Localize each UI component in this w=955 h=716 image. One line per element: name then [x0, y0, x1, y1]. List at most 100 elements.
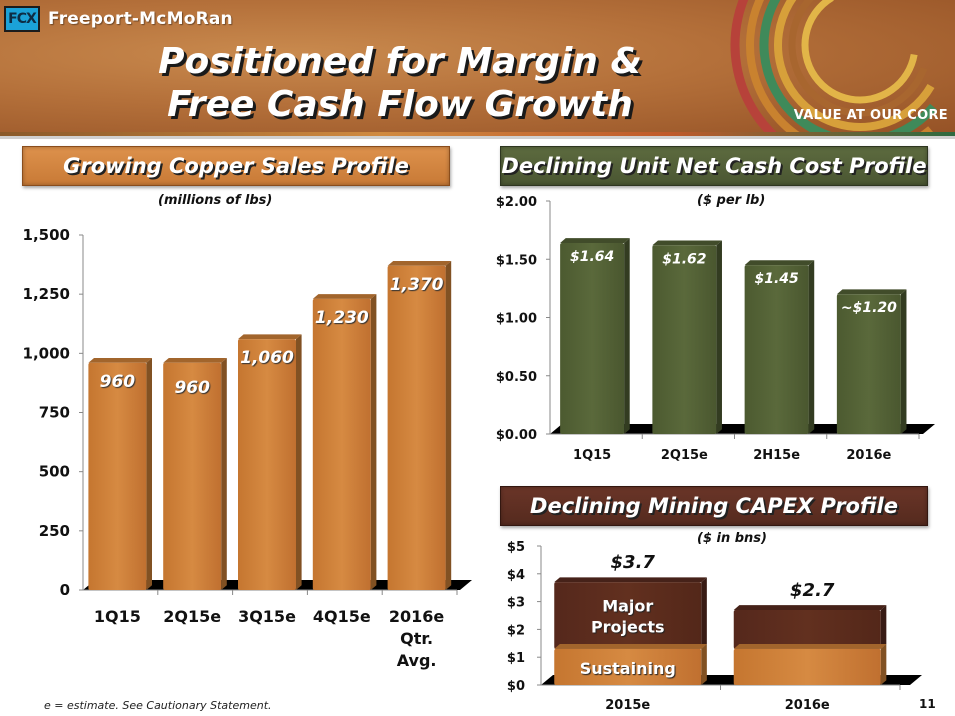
cost-bar-data-label: ~$1.20 [841, 300, 897, 316]
copper-bar-top [387, 260, 452, 266]
cost-bar-top [836, 289, 907, 295]
capex-segment-major-projects-top [554, 577, 707, 583]
cost-bar-side [716, 240, 722, 434]
cost-bar-top [560, 238, 630, 243]
y-tick-label: 500 [39, 463, 70, 481]
x-tick-label: 2H15e [753, 448, 800, 463]
series-label-sustaining: Sustaining [580, 659, 676, 678]
x-tick-label: 4Q15e [313, 607, 371, 626]
cost-bar [560, 242, 625, 434]
capex-total-label: $2.7 [790, 580, 835, 601]
unit-cost-chart: $0.00 $0.50 $1.00 $1.50 $2.00 $1.64 1Q15 $1.62 2… [496, 195, 935, 463]
company-logo: FCX Freeport-McMoRan [4, 6, 233, 32]
cost-bar-data-label: $1.45 [754, 271, 799, 287]
cost-bar [744, 265, 809, 434]
copper-bar-side [221, 358, 227, 590]
cost-bar [652, 245, 717, 434]
capex-segment-sustaining-side [701, 644, 707, 685]
capex-segment-sustaining-top [733, 644, 887, 649]
y-tick-label: $0 [507, 679, 525, 694]
cost-bar-data-label: $1.64 [570, 249, 614, 265]
x-tick-label: 2016e [785, 698, 830, 713]
y-tick-label: 0 [60, 581, 70, 599]
cost-bar-data-label: $1.62 [662, 251, 706, 267]
y-tick-label: $3 [507, 596, 525, 611]
copper-bar-side [296, 334, 302, 590]
unit-cost-panel-title: Declining Unit Net Cash Cost Profile [500, 146, 928, 186]
x-tick-label: Qtr. [400, 629, 433, 648]
y-tick-label: $5 [507, 540, 525, 555]
copper-bar-data-label: 960 [174, 378, 210, 398]
cost-bar-side [624, 238, 630, 434]
slide-title: Positioned for Margin & Free Cash Flow G… [150, 40, 650, 126]
cost-bar-top [652, 240, 722, 246]
x-tick-label: 2Q15e [661, 448, 708, 463]
x-tick-label: Avg. [397, 651, 437, 670]
copper-bar-side [146, 358, 152, 590]
series-label-major-projects: Projects [591, 618, 665, 637]
y-tick-label: 1,500 [23, 226, 70, 244]
copper-bar [312, 298, 371, 590]
slide-title-line-1: Positioned for Margin & [158, 41, 642, 82]
copper-bar [238, 339, 296, 590]
copper-bar-side [445, 260, 452, 590]
y-tick-label: $1.00 [496, 312, 537, 327]
tagline: VALUE AT OUR CORE [793, 108, 948, 123]
logo-mark-icon: FCX [4, 6, 40, 32]
copper-bar-top [163, 358, 227, 363]
y-tick-label: $2.00 [496, 195, 537, 210]
x-tick-label: 1Q15 [94, 607, 141, 626]
slide-title-line-2: Free Cash Flow Growth [167, 84, 633, 125]
y-tick-label: $1 [507, 651, 525, 666]
cost-bar [836, 294, 901, 434]
x-tick-label: 2015e [605, 698, 650, 713]
capex-panel-title: Declining Mining CAPEX Profile [500, 486, 928, 526]
copper-sales-panel-title: Growing Copper Sales Profile [22, 146, 450, 186]
company-name: Freeport-McMoRan [48, 9, 233, 29]
x-tick-label: 2016e [389, 607, 445, 626]
unit-cost-units: ($ per lb) [697, 193, 766, 208]
series-label-major-projects: Major [602, 597, 653, 616]
header-divider-shadow [0, 136, 955, 139]
y-tick-label: $2 [507, 623, 525, 638]
capex-segment-major-projects-side [701, 577, 707, 649]
copper-bar-top [238, 334, 302, 340]
copper-bar-side [370, 294, 377, 590]
header-divider [0, 132, 955, 136]
capex-segment-sustaining [733, 648, 881, 685]
capex-segment-major-projects [554, 582, 702, 649]
capex-units: ($ in bns) [697, 531, 767, 546]
capex-segment-sustaining [554, 648, 702, 685]
y-tick-label: $0.00 [496, 428, 537, 443]
x-tick-label: 3Q15e [238, 607, 296, 626]
capex-segment-major-projects [733, 609, 881, 649]
cost-bar-side [900, 289, 907, 434]
y-tick-label: 750 [39, 404, 70, 422]
x-tick-label: 2016e [846, 448, 891, 463]
x-tick-label: 1Q15 [573, 448, 611, 463]
copper-bar-data-label: 1,060 [240, 348, 294, 368]
cost-bar-top [744, 260, 815, 266]
capex-segment-sustaining-side [880, 644, 887, 685]
copper-sales-chart: 0 250 500 750 1,000 1,250 1,500 960 1Q15 960 2Q15e… [23, 226, 472, 670]
y-tick-label: 1,250 [23, 285, 70, 303]
cost-bar-side [808, 260, 815, 434]
copper-bar [163, 362, 222, 590]
capex-total-label: $3.7 [611, 552, 656, 573]
copper-sales-units: (millions of lbs) [158, 193, 273, 208]
rings-graphic-icon [730, 0, 955, 134]
y-tick-label: 250 [39, 522, 70, 540]
capex-chart: $0 $1 $2 $3 $4 $5 $3.7 2015e Sustaining Major Proj… [507, 540, 922, 713]
copper-bar-top [312, 294, 377, 299]
copper-bar [387, 265, 446, 590]
y-tick-label: 1,000 [23, 344, 70, 362]
y-tick-label: $0.50 [496, 370, 537, 385]
y-tick-label: $4 [507, 568, 525, 583]
copper-bar-top [88, 358, 152, 363]
slide-header: FCX Freeport-McMoRan Positioned for Marg… [0, 0, 955, 134]
capex-segment-sustaining-top [554, 644, 707, 649]
page-number: 11 [919, 697, 936, 711]
capex-segment-major-projects-side [880, 605, 887, 649]
footnote: e = estimate. See Cautionary Statement. [44, 699, 272, 712]
